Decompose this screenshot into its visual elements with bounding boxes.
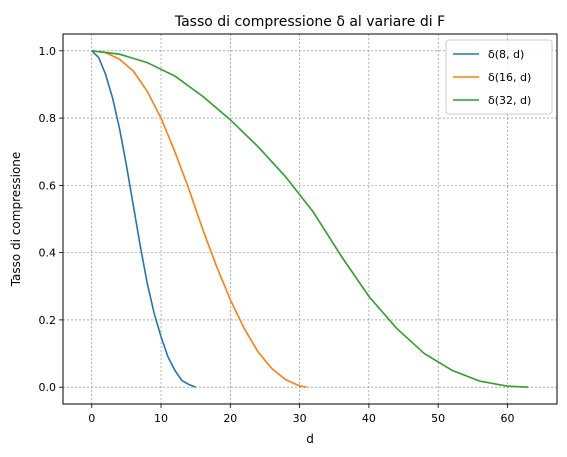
y-tick-label: 0.6 [39, 179, 57, 192]
x-tick-label: 0 [88, 412, 95, 425]
x-tick-label: 30 [293, 412, 307, 425]
y-tick-label: 0.2 [39, 314, 57, 327]
axes-frame [62, 33, 558, 405]
y-tick-label: 1.0 [39, 45, 57, 58]
x-tick-label: 20 [223, 412, 237, 425]
ticks: 0 10 20 30 40 50 60 0.0 0.2 0.4 0.6 0.8 1.0 [39, 45, 515, 425]
series-line-1 [91, 50, 307, 388]
legend-box [445, 39, 553, 115]
y-tick-label: 0.0 [39, 381, 57, 394]
series-line-2 [91, 50, 529, 388]
x-axis-label: d [306, 432, 314, 446]
legend: δ(8, d) δ(16, d) δ(32, d) [445, 39, 553, 115]
x-tick-label: 50 [431, 412, 445, 425]
x-tick-label: 40 [362, 412, 376, 425]
x-tick-label: 10 [154, 412, 168, 425]
series-line-0 [91, 50, 196, 388]
y-tick-label: 0.8 [39, 112, 57, 125]
chart-title: Tasso di compressione δ al variare di F [174, 14, 445, 30]
legend-label-2: δ(32, d) [488, 94, 531, 107]
legend-label-0: δ(8, d) [488, 48, 524, 61]
y-axis-label: Tasso di compressione [9, 152, 23, 288]
x-tick-label: 60 [500, 412, 514, 425]
legend-label-1: δ(16, d) [488, 71, 531, 84]
series-layer [91, 50, 529, 388]
y-tick-label: 0.4 [39, 247, 57, 260]
